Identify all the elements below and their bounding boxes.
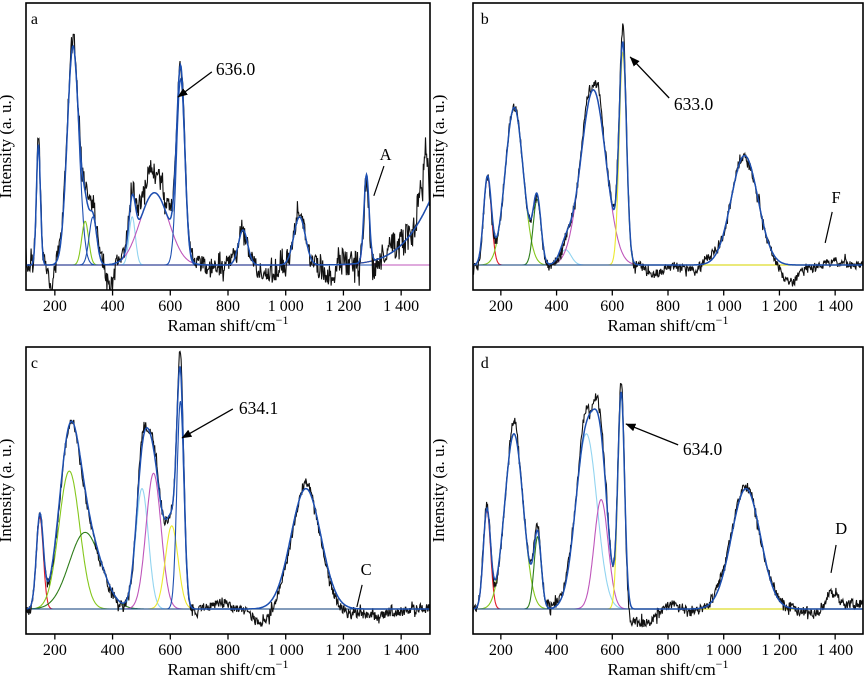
x-tick-label: 1 000 bbox=[268, 642, 304, 659]
x-tick-label: 1 400 bbox=[817, 642, 853, 659]
x-tick-label: 1 200 bbox=[325, 642, 361, 659]
x-tick-label: 1 200 bbox=[761, 642, 797, 659]
x-tick-label: 1 000 bbox=[706, 298, 742, 315]
component-curve-green_dark-330 bbox=[473, 198, 863, 266]
panel-letter: d bbox=[481, 355, 489, 372]
component-curve-green_light-250 bbox=[26, 470, 430, 610]
x-tick-label: 200 bbox=[489, 642, 513, 659]
x-tick-label: 400 bbox=[101, 642, 125, 659]
peak-annotation-arrow bbox=[177, 71, 213, 98]
sample-letter-label: D bbox=[835, 519, 847, 538]
peak-position-label: 634.0 bbox=[683, 439, 723, 459]
x-tick-label: 400 bbox=[545, 298, 569, 315]
panel-d: 200 400 600 800 1 000 1 200 1 400 Raman shift/c… bbox=[429, 344, 865, 688]
component-curve-yellow-632 bbox=[473, 394, 863, 610]
peak-annotation-arrow bbox=[625, 423, 679, 446]
panel-a: 200 400 600 800 1 000 1 200 1 400 Raman shift/c… bbox=[0, 0, 432, 344]
peak-annotation-arrow bbox=[181, 408, 234, 439]
curves-group bbox=[473, 382, 863, 628]
x-tick-label: 200 bbox=[43, 642, 67, 659]
component-curve-green_light-247 bbox=[473, 433, 863, 610]
x-tick-label: 1 200 bbox=[325, 298, 361, 315]
panel-letter: b bbox=[481, 11, 489, 28]
panel-letter: c bbox=[31, 355, 38, 372]
component-curve-yellow-638 bbox=[473, 51, 863, 266]
x-axis-label: Raman shift/cm−1 bbox=[168, 313, 289, 335]
x-tick-label: 800 bbox=[656, 298, 680, 315]
plot-border bbox=[25, 346, 431, 635]
peak-position-label: 636.0 bbox=[216, 59, 256, 79]
sample-letter-leader-line bbox=[830, 544, 837, 573]
x-tick-label: 600 bbox=[158, 642, 182, 659]
x-tick-label: 1 200 bbox=[761, 298, 797, 315]
peak-annotation-arrow bbox=[629, 56, 670, 99]
plot-border bbox=[25, 2, 431, 291]
peak-position-label: 634.1 bbox=[239, 398, 278, 418]
x-axis-label: Raman shift/cm−1 bbox=[608, 313, 729, 335]
raw-spectrum-line bbox=[473, 23, 863, 287]
sample-letter-label: C bbox=[361, 560, 372, 579]
x-tick-label: 400 bbox=[545, 642, 569, 659]
x-tick-label: 200 bbox=[43, 298, 67, 315]
x-tick-label: 400 bbox=[101, 298, 125, 315]
component-curve-fit-1075 bbox=[473, 154, 863, 266]
x-tick-label: 1 400 bbox=[383, 642, 419, 659]
spectrum-chart-c: 200 400 600 800 1 000 1 200 1 400 Raman shift/c… bbox=[0, 346, 431, 679]
x-tick-label: 600 bbox=[158, 298, 182, 315]
x-tick-label: 800 bbox=[216, 298, 240, 315]
curves-group bbox=[26, 33, 430, 290]
y-axis-label: Intensity (a. u.) bbox=[0, 95, 15, 199]
x-tick-label: 600 bbox=[600, 642, 624, 659]
y-axis-label: Intensity (a. u.) bbox=[0, 439, 15, 543]
spectrum-chart-b: 200 400 600 800 1 000 1 200 1 400 Raman shift/c… bbox=[429, 2, 864, 335]
y-axis-label: Intensity (a. u.) bbox=[433, 439, 448, 543]
fit-curve bbox=[26, 44, 430, 266]
x-tick-label: 200 bbox=[489, 298, 513, 315]
fit-curve bbox=[26, 366, 430, 610]
x-tick-label: 1 000 bbox=[268, 298, 304, 315]
x-tick-label: 1 000 bbox=[706, 642, 742, 659]
fit-curve bbox=[473, 391, 863, 610]
sample-letter-label: A bbox=[380, 145, 392, 164]
x-axis-label: Raman shift/cm−1 bbox=[608, 657, 729, 679]
panel-b: 200 400 600 800 1 000 1 200 1 400 Raman shift/c… bbox=[429, 0, 865, 344]
curves-group bbox=[473, 23, 863, 287]
sample-letter-leader-line bbox=[373, 165, 385, 197]
sample-letter-leader-line bbox=[356, 584, 363, 608]
panel-letter: a bbox=[31, 11, 38, 28]
x-axis-label: Raman shift/cm−1 bbox=[168, 657, 289, 679]
x-tick-label: 600 bbox=[600, 298, 624, 315]
plot-border bbox=[472, 2, 864, 291]
component-curve-green_dark-332 bbox=[473, 535, 863, 610]
curves-group bbox=[26, 350, 430, 628]
sample-letter-label: F bbox=[831, 188, 840, 207]
spectrum-chart-a: 200 400 600 800 1 000 1 200 1 400 Raman shift/c… bbox=[0, 2, 431, 335]
x-tick-label: 1 400 bbox=[817, 298, 853, 315]
sample-letter-leader-line bbox=[824, 211, 833, 244]
raw-spectrum-line bbox=[26, 350, 430, 628]
component-curve-cyan-432 bbox=[473, 249, 863, 266]
spectrum-chart-d: 200 400 600 800 1 000 1 200 1 400 Raman shift/c… bbox=[429, 346, 864, 679]
peak-position-label: 633.0 bbox=[674, 94, 714, 114]
panel-c: 200 400 600 800 1 000 1 200 1 400 Raman shift/c… bbox=[0, 344, 432, 688]
fit-curve bbox=[473, 41, 863, 266]
y-axis-label: Intensity (a. u.) bbox=[433, 95, 448, 199]
x-tick-label: 800 bbox=[656, 642, 680, 659]
x-tick-label: 800 bbox=[216, 642, 240, 659]
x-tick-label: 1 400 bbox=[383, 298, 419, 315]
